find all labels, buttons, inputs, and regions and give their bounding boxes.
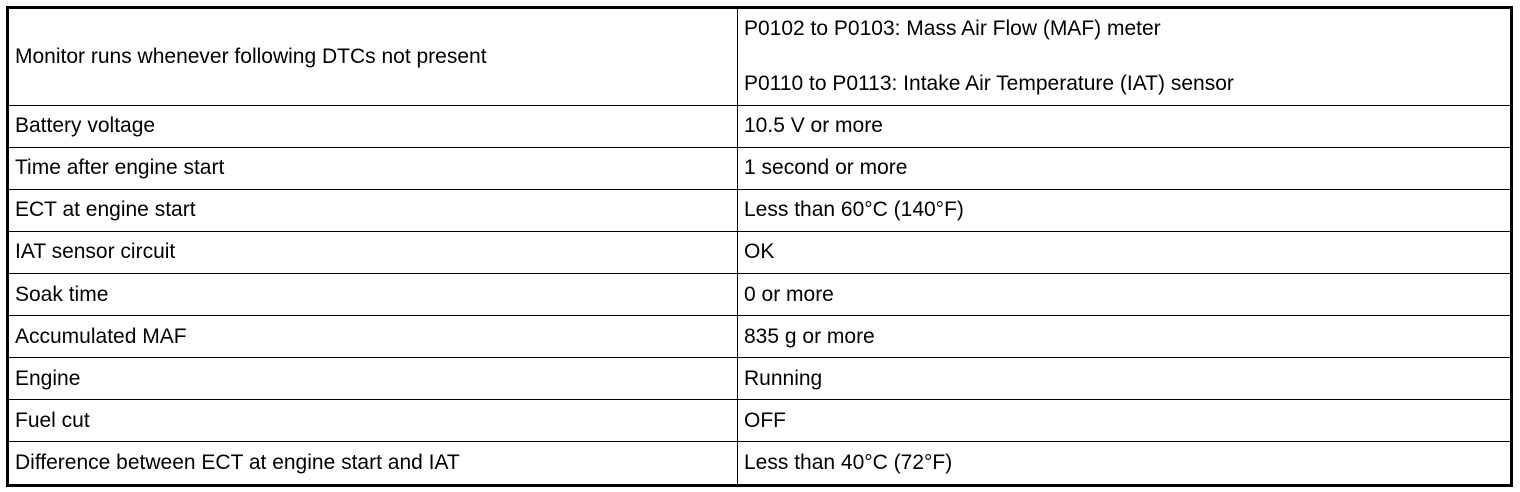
condition-cell: ECT at engine start bbox=[9, 188, 738, 232]
table-body: Monitor runs whenever following DTCs not… bbox=[9, 9, 1510, 484]
value-cell: 0 or more bbox=[737, 272, 1510, 317]
table-row: Time after engine start 1 second or more bbox=[9, 146, 1510, 190]
table-row: Engine Running bbox=[9, 357, 1510, 401]
condition-cell: Battery voltage bbox=[9, 104, 738, 148]
table-row: Battery voltage 10.5 V or more bbox=[9, 104, 1510, 148]
value-cell: Less than 40°C (72°F) bbox=[737, 441, 1510, 484]
value-cell: 1 second or more bbox=[737, 146, 1510, 190]
condition-cell: Difference between ECT at engine start a… bbox=[9, 441, 738, 484]
condition-cell: IAT sensor circuit bbox=[9, 230, 738, 275]
value-cell: Running bbox=[737, 357, 1510, 401]
table-row: Monitor runs whenever following DTCs not… bbox=[9, 9, 1510, 106]
value-cell: 835 g or more bbox=[737, 315, 1510, 359]
table-row: Difference between ECT at engine start a… bbox=[9, 441, 1510, 484]
condition-cell: Accumulated MAF bbox=[9, 315, 738, 359]
value-cell: OFF bbox=[737, 399, 1510, 443]
condition-cell: Fuel cut bbox=[9, 399, 738, 443]
condition-cell: Soak time bbox=[9, 272, 738, 317]
value-cell: 10.5 V or more bbox=[737, 104, 1510, 148]
table-row: Soak time 0 or more bbox=[9, 272, 1510, 317]
condition-cell: Time after engine start bbox=[9, 146, 738, 190]
conditions-table: Monitor runs whenever following DTCs not… bbox=[9, 9, 1510, 484]
table-row: Fuel cut OFF bbox=[9, 399, 1510, 443]
value-cell: P0102 to P0103: Mass Air Flow (MAF) mete… bbox=[737, 9, 1510, 106]
table-row: Accumulated MAF 835 g or more bbox=[9, 315, 1510, 359]
value-cell: Less than 60°C (140°F) bbox=[737, 188, 1510, 232]
value-cell: OK bbox=[737, 230, 1510, 275]
table-row: ECT at engine start Less than 60°C (140°F… bbox=[9, 188, 1510, 232]
table-row: IAT sensor circuit OK bbox=[9, 230, 1510, 275]
cell-line: P0110 to P0113: Intake Air Temperature (… bbox=[744, 72, 1234, 96]
conditions-table-frame: Monitor runs whenever following DTCs not… bbox=[6, 6, 1513, 487]
condition-cell: Engine bbox=[9, 357, 738, 401]
cell-line: P0102 to P0103: Mass Air Flow (MAF) mete… bbox=[744, 17, 1161, 41]
condition-cell: Monitor runs whenever following DTCs not… bbox=[9, 9, 738, 106]
